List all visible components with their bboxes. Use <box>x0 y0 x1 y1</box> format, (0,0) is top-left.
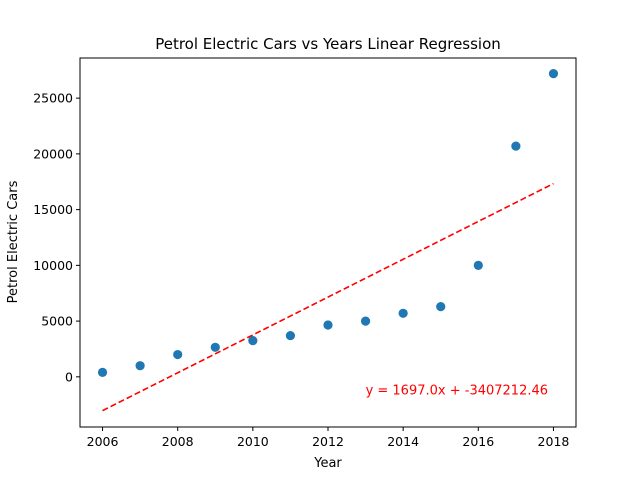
plot-area: y = 1697.0x + -3407212.46 <box>97 69 559 412</box>
data-point <box>473 260 483 270</box>
y-axis-label: Petrol Electric Cars <box>6 180 21 303</box>
axes-frame <box>79 57 577 428</box>
data-point <box>548 69 559 79</box>
data-point <box>285 330 296 341</box>
data-point <box>210 342 220 352</box>
y-tick-label: 10000 <box>33 258 73 273</box>
data-point <box>135 361 145 371</box>
data-point <box>511 141 521 151</box>
x-tick-label: 2014 <box>387 434 419 449</box>
y-tick-label: 20000 <box>33 146 73 161</box>
x-tick-label: 2018 <box>538 434 570 449</box>
data-point <box>398 308 408 318</box>
x-tick-label: 2016 <box>462 434 494 449</box>
data-point <box>97 367 108 377</box>
y-tick-label: 25000 <box>33 91 73 106</box>
x-axis: 2006 2008 2010 2012 2014 2016 2018 <box>87 427 570 449</box>
regression-equation: y = 1697.0x + -3407212.46 <box>366 384 548 399</box>
y-tick-label: 5000 <box>41 314 73 329</box>
data-point <box>436 302 446 312</box>
data-point <box>360 316 371 326</box>
y-tick-label: 0 <box>65 369 73 384</box>
y-tick-label: 15000 <box>33 202 73 217</box>
data-point <box>248 336 258 346</box>
x-tick-label: 2010 <box>237 434 269 449</box>
x-axis-label: Year <box>313 456 342 471</box>
data-point <box>323 320 333 330</box>
x-tick-label: 2006 <box>87 434 119 449</box>
data-point <box>173 349 183 360</box>
y-axis: 0 5000 10000 15000 20000 25000 <box>33 91 80 384</box>
x-tick-label: 2008 <box>162 434 194 449</box>
regression-line <box>102 182 554 412</box>
chart-title: Petrol Electric Cars vs Years Linear Reg… <box>155 35 501 53</box>
x-tick-label: 2012 <box>312 434 344 449</box>
